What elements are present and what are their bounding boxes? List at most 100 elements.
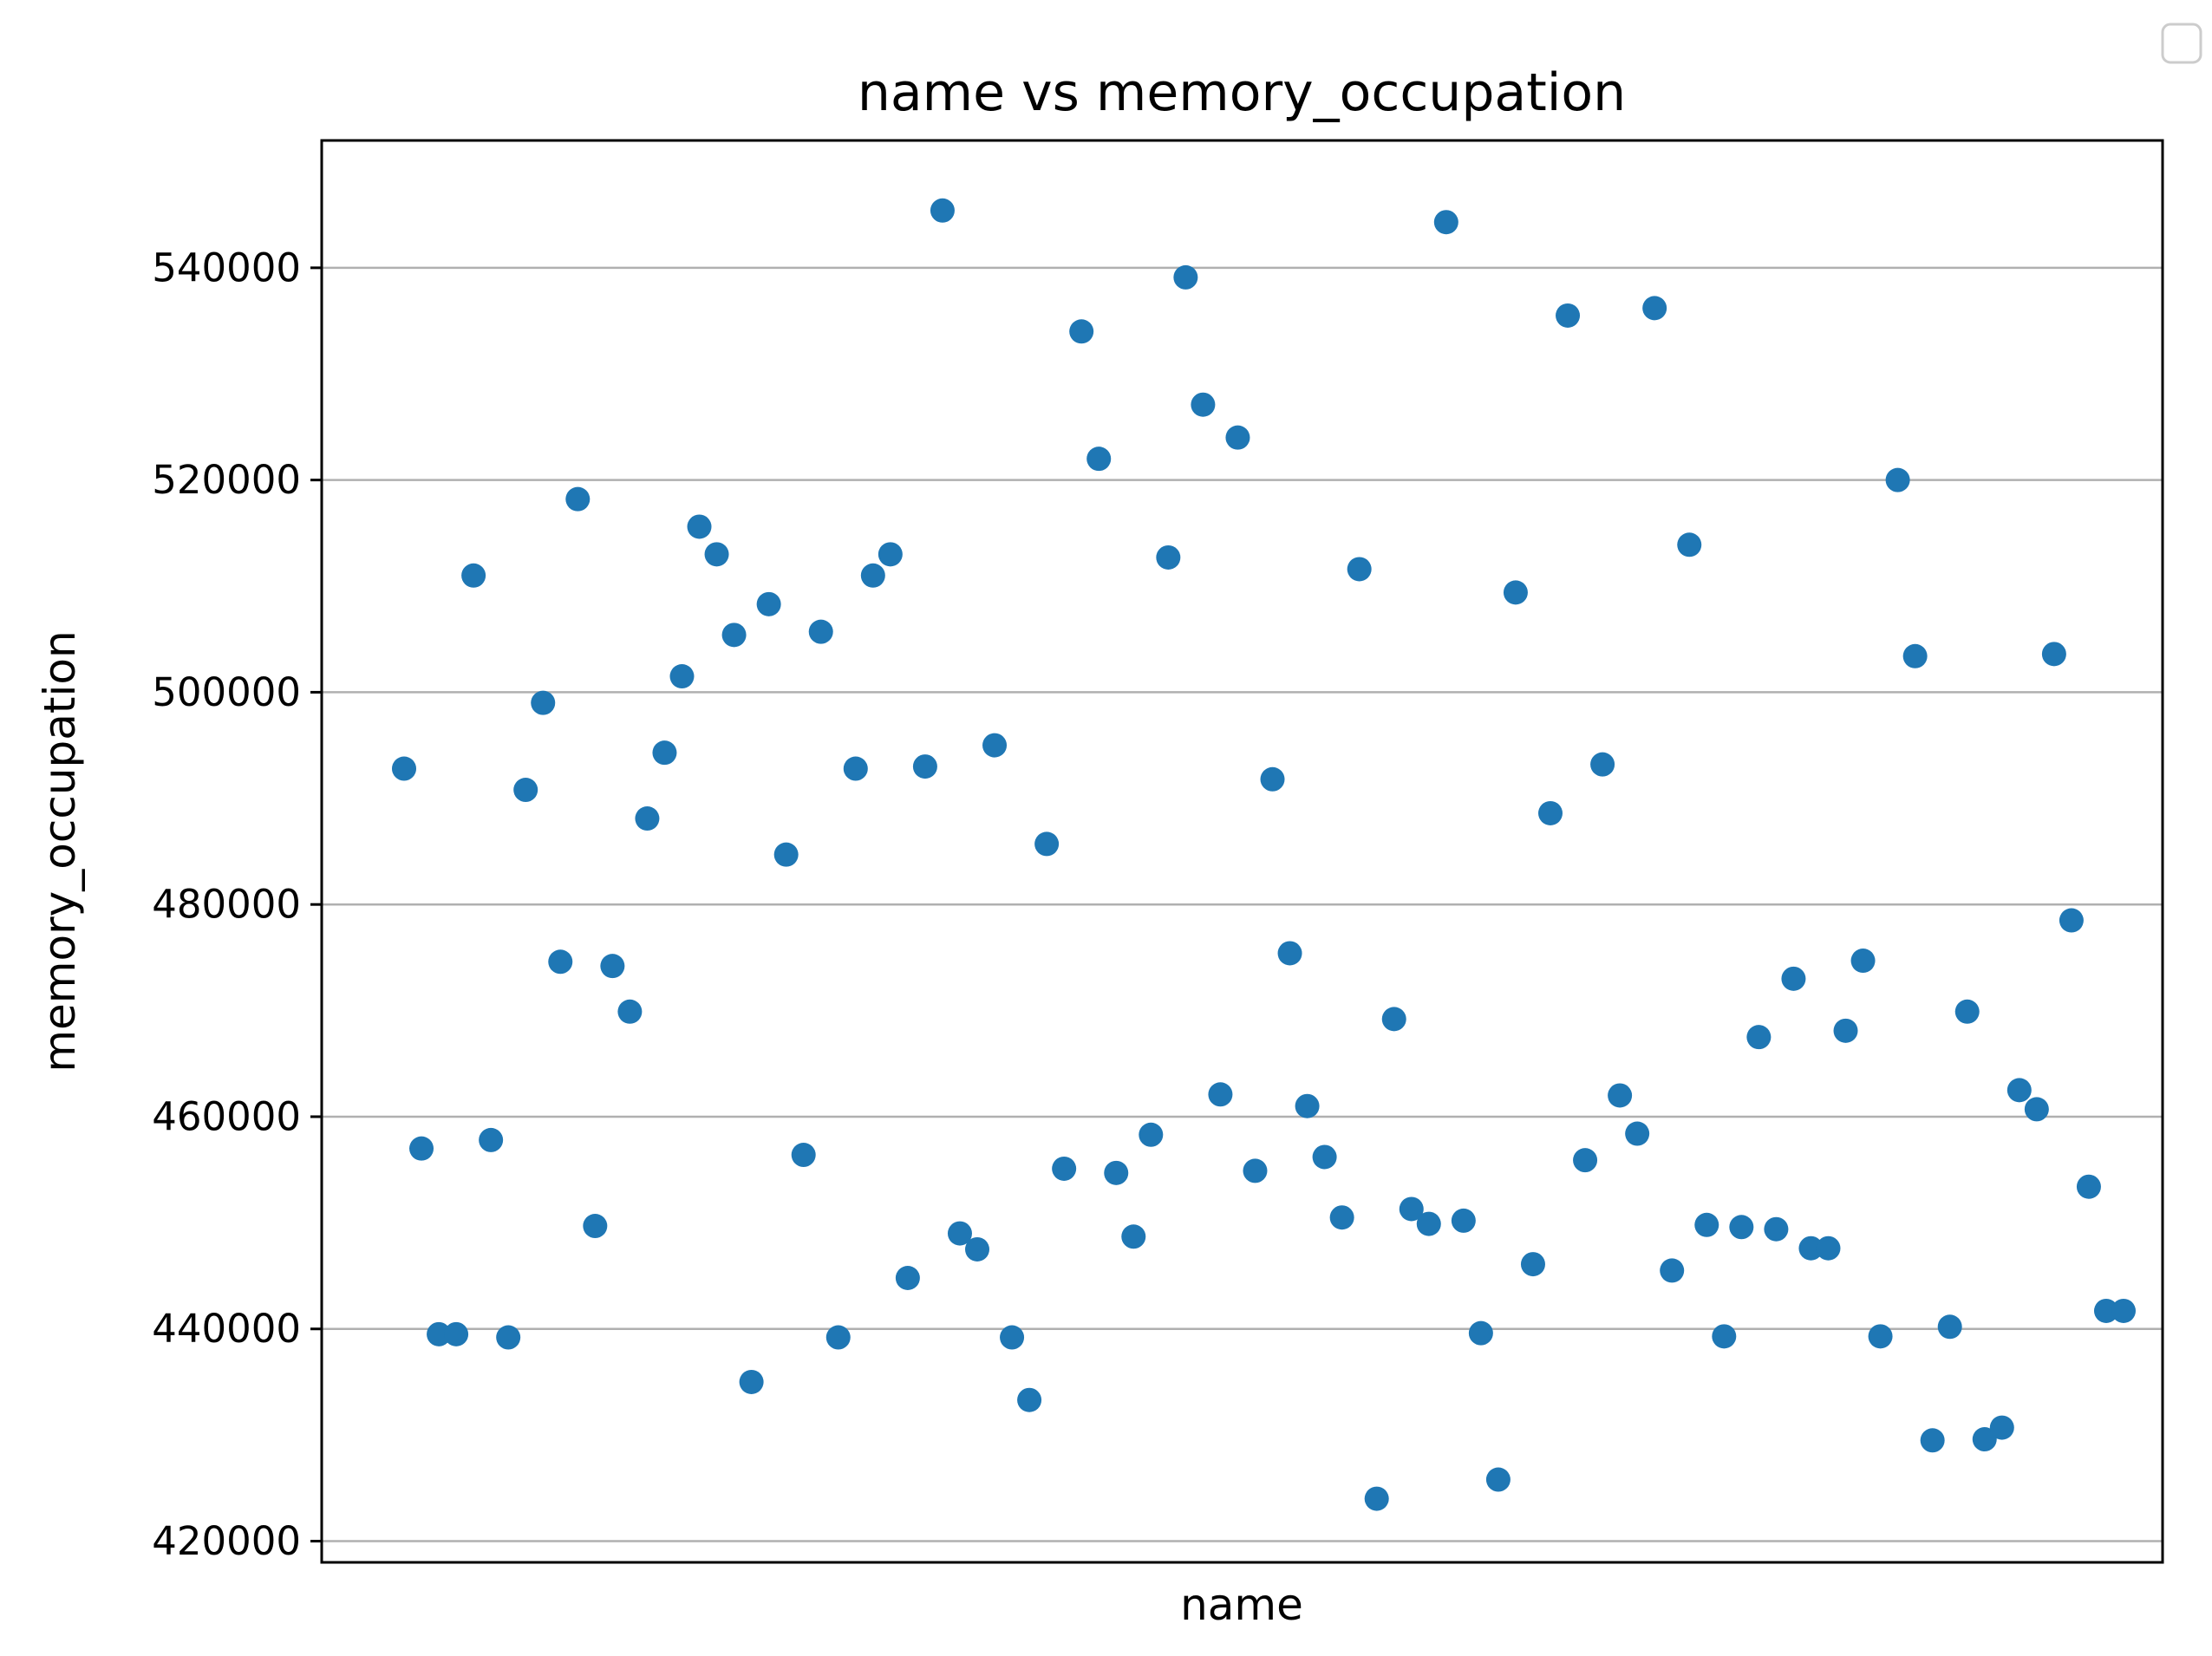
data-point: [1937, 1314, 1962, 1340]
data-point: [1556, 303, 1581, 328]
data-point: [1642, 296, 1667, 321]
data-point: [1538, 800, 1563, 825]
data-point: [947, 1221, 972, 1246]
data-point: [1764, 1216, 1789, 1242]
data-point: [444, 1321, 469, 1346]
data-point: [1069, 319, 1094, 344]
data-point: [1208, 1082, 1233, 1107]
y-tick-label: 540000: [152, 244, 301, 290]
data-point: [1104, 1160, 1129, 1185]
data-point: [1625, 1121, 1650, 1146]
data-point: [427, 1321, 452, 1346]
data-point: [1677, 532, 1702, 557]
y-axis-label: memory_occupation: [35, 630, 85, 1072]
data-point: [1277, 941, 1302, 966]
data-point: [1833, 1018, 1858, 1043]
data-point: [773, 842, 799, 867]
data-point: [1746, 1025, 1772, 1050]
data-point: [583, 1214, 608, 1239]
data-point: [1086, 447, 1112, 472]
data-point: [1902, 643, 1928, 668]
data-point: [2041, 642, 2066, 667]
data-point: [2024, 1097, 2049, 1122]
data-point: [1573, 1148, 1598, 1173]
data-point: [930, 198, 955, 223]
data-point: [1416, 1211, 1441, 1236]
data-point: [687, 514, 712, 539]
data-point: [1781, 966, 1806, 991]
x-axis-label: name: [1180, 1580, 1303, 1630]
data-point: [1347, 557, 1372, 582]
y-tick-label: 440000: [152, 1306, 301, 1352]
y-tick-label: 480000: [152, 882, 301, 928]
data-point: [843, 756, 868, 781]
y-gridlines: [322, 266, 2163, 1542]
data-point: [1485, 1467, 1511, 1492]
data-point: [1052, 1156, 1077, 1181]
data-point: [2111, 1298, 2136, 1323]
data-point: [1156, 544, 1181, 570]
data-point: [895, 1266, 920, 1290]
data-point: [1920, 1428, 1945, 1453]
data-point: [513, 778, 538, 803]
y-tick-label: 520000: [152, 457, 301, 503]
data-point: [1295, 1093, 1320, 1118]
data-point: [1451, 1208, 1476, 1233]
data-point: [392, 756, 416, 781]
data-point: [1850, 949, 1876, 974]
data-point: [1972, 1427, 1997, 1452]
data-point: [721, 623, 747, 648]
plot-frame: [320, 139, 2164, 1564]
y-axis-ticks: 420000 440000 460000 480000 500000 520000 5400…: [152, 244, 322, 1564]
legend-box: [2161, 23, 2202, 64]
data-point: [1694, 1212, 1719, 1237]
data-point: [825, 1325, 851, 1350]
data-point: [1590, 752, 1615, 777]
data-point: [2006, 1078, 2032, 1103]
data-point: [982, 733, 1008, 758]
data-point: [1225, 425, 1250, 450]
data-point: [1381, 1007, 1406, 1032]
data-point: [1433, 210, 1458, 235]
data-point: [1989, 1415, 2014, 1440]
data-point: [2093, 1298, 2118, 1323]
data-point: [2059, 908, 2084, 933]
data-point: [739, 1369, 764, 1394]
data-point: [1121, 1224, 1146, 1249]
data-point: [1173, 264, 1198, 290]
data-point: [1660, 1258, 1685, 1283]
data-point: [1312, 1144, 1337, 1170]
data-point: [409, 1136, 434, 1161]
data-point: [652, 740, 677, 766]
data-point: [791, 1143, 816, 1168]
data-point: [1503, 580, 1528, 605]
data-point: [1954, 999, 1980, 1024]
data-point: [1885, 467, 1910, 492]
data-point: [669, 664, 695, 689]
data-point: [617, 999, 643, 1024]
data-point: [756, 591, 781, 616]
data-point: [878, 542, 903, 567]
data-point: [531, 690, 556, 715]
data-point: [1868, 1324, 1893, 1349]
data-point: [860, 563, 885, 588]
data-point: [1329, 1205, 1354, 1230]
chart-title: name vs memory_occupation: [858, 62, 1626, 123]
data-point: [1520, 1252, 1545, 1277]
data-point: [1364, 1486, 1389, 1511]
data-point: [704, 542, 729, 567]
data-point: [548, 949, 573, 975]
data-point: [2076, 1174, 2101, 1199]
data-point: [1608, 1083, 1633, 1108]
data-point: [1260, 766, 1285, 792]
data-point: [1000, 1325, 1025, 1350]
data-point: [1798, 1235, 1824, 1261]
data-point: [912, 754, 937, 779]
data-point: [461, 563, 486, 588]
y-tick-label: 460000: [152, 1093, 301, 1139]
data-point: [600, 954, 625, 979]
data-point: [965, 1236, 989, 1262]
data-points: [392, 198, 2136, 1511]
